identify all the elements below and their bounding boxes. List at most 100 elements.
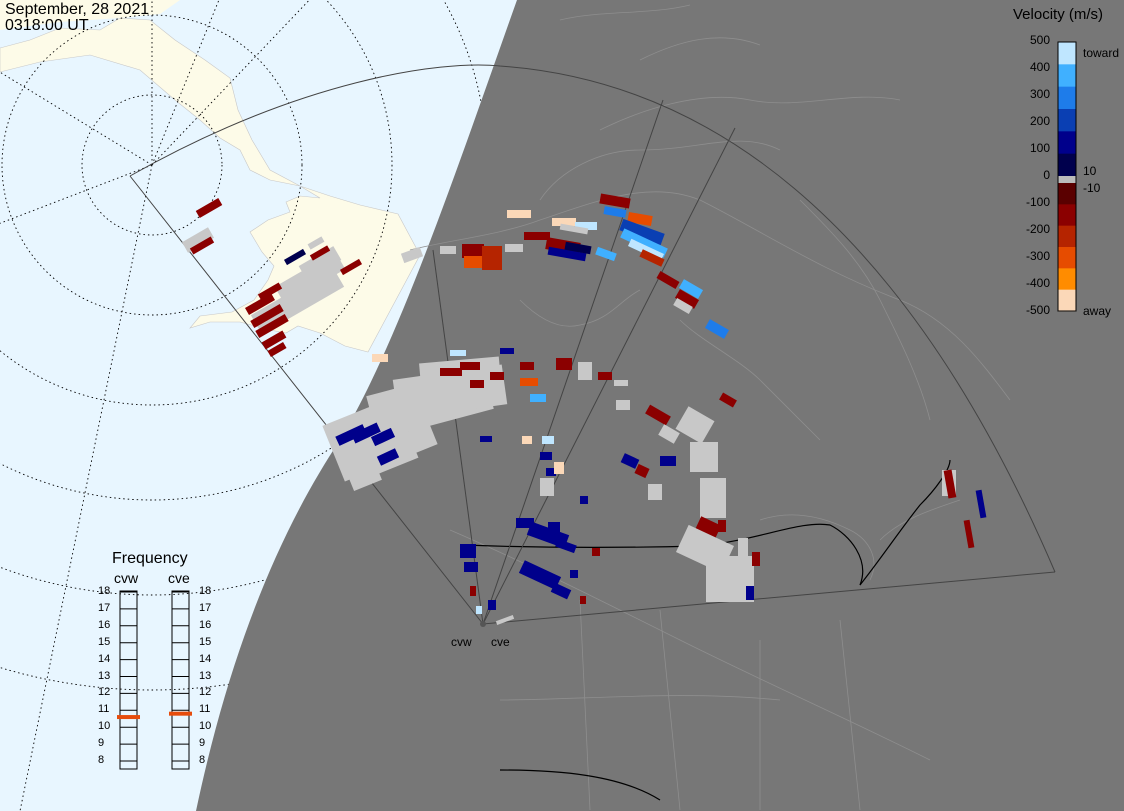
scatter-cell — [518, 560, 562, 590]
frequency-level-label: 12 — [98, 686, 111, 699]
scatter-cell — [261, 330, 287, 350]
scatter-cell — [704, 319, 730, 339]
scatter-cell — [542, 436, 554, 444]
scatter-cell — [267, 341, 287, 358]
frequency-level-label: 11 — [98, 703, 110, 716]
frequency-level-label: 11 — [199, 703, 211, 716]
radar-name-cve: cve — [168, 570, 190, 586]
scatter-cell — [470, 380, 484, 388]
colorbar-swatch — [1058, 64, 1076, 88]
scatter-cell — [516, 518, 534, 528]
colorbar-swatch — [1058, 176, 1076, 183]
scatter-cell — [963, 519, 975, 549]
scatter-cell — [548, 522, 560, 532]
colorbar-swatch — [1058, 109, 1076, 132]
colorbar-swatch — [1058, 289, 1076, 312]
scatter-cell — [400, 246, 424, 264]
frequency-level-label: 18 — [98, 585, 111, 597]
scatter-cell — [656, 271, 680, 289]
scatter-cell — [580, 496, 588, 504]
colorbar-away-label: away — [1083, 304, 1112, 318]
radar-site-cvw — [480, 621, 486, 627]
scatter-cell — [440, 368, 462, 376]
scatter-cell — [634, 463, 650, 479]
scatter-cell — [678, 279, 704, 299]
scatter-cell — [520, 378, 538, 386]
scatter-cell — [738, 538, 748, 558]
radar-name-cvw: cvw — [114, 570, 139, 586]
scatter-cell — [490, 372, 504, 380]
scatter-cell — [555, 538, 577, 554]
scatter-cell — [370, 427, 396, 447]
scatter-cell — [603, 206, 627, 218]
colorbar-tick-label: 500 — [1029, 33, 1050, 47]
scatter-cell — [658, 424, 680, 444]
scatter-cell — [645, 404, 671, 426]
frequency-level-label: 17 — [98, 601, 111, 614]
scatter-cell — [700, 478, 726, 518]
scatter-cell — [462, 244, 484, 258]
frequency-level-label: 16 — [199, 618, 212, 631]
scatter-cell — [619, 218, 665, 246]
night-land-outlines — [409, 4, 1011, 811]
frequency-level-label: 14 — [98, 652, 111, 665]
time-label: 0318:00 UT — [5, 17, 89, 34]
scatter-cell — [450, 350, 466, 356]
scatter-cell — [616, 400, 630, 410]
scatter-cell — [580, 596, 586, 604]
frequency-level-label: 9 — [98, 737, 105, 750]
colorbar-tick-label: 200 — [1029, 114, 1050, 128]
scatter-cell — [620, 453, 640, 469]
colorbar-frame — [1057, 41, 1077, 312]
scatter-cell — [746, 586, 754, 600]
frequency-level-label: 13 — [98, 669, 111, 682]
scatter-cell — [718, 520, 726, 532]
scatter-cell — [507, 210, 531, 218]
colorbar-swatch — [1058, 131, 1076, 155]
scatter-layer — [182, 193, 987, 625]
frequency-marker — [169, 711, 192, 716]
colorbar-swatch — [1058, 225, 1076, 248]
scatter-cell — [250, 304, 284, 328]
scatter-cell — [556, 358, 572, 370]
scatter-cell — [524, 232, 550, 240]
scatter-cell — [690, 442, 718, 472]
colorbar-toward-label: toward — [1083, 46, 1120, 60]
land-north-coast — [0, 0, 180, 30]
scatter-cell — [464, 562, 478, 572]
scatter-cell — [540, 478, 554, 496]
scatter-cell — [250, 267, 345, 335]
frequency-marker — [117, 715, 140, 720]
scatter-cell — [245, 293, 275, 315]
scatter-cell — [500, 348, 514, 354]
frequency-level-label: 8 — [199, 754, 206, 766]
scatter-cell — [530, 394, 546, 402]
scatter-cell — [599, 193, 631, 209]
colorbar-tick-label: -300 — [1025, 249, 1050, 263]
colorbar-tick-label: 10 — [1083, 164, 1097, 178]
scatter-cell — [674, 289, 700, 309]
colorbar-tick-label: -10 — [1083, 181, 1101, 195]
colorbar-tick-label: -500 — [1025, 303, 1050, 317]
scatter-cell — [550, 582, 572, 600]
scatter-cell — [476, 606, 482, 614]
scatter-cell — [339, 258, 363, 276]
scatter-cell — [522, 436, 532, 444]
frequency-level-label: 15 — [199, 635, 212, 648]
scatter-cell — [195, 198, 223, 218]
scatter-cell — [298, 246, 342, 280]
scatter-cell — [464, 256, 482, 268]
colorbar-swatch — [1058, 247, 1076, 269]
frequency-level-label: 16 — [98, 618, 111, 631]
frequency-level-label: 15 — [98, 635, 111, 648]
scatter-cell — [752, 552, 760, 566]
site-label-cve: cve — [491, 635, 510, 649]
colorbar-tick-label: 400 — [1029, 60, 1050, 74]
scatter-cell — [614, 380, 628, 386]
scatter-cell — [554, 462, 564, 474]
frequency-level-label: 9 — [199, 737, 206, 750]
scatter-cell — [283, 248, 307, 266]
colorbar-swatch — [1058, 204, 1076, 227]
scatter-cell — [495, 615, 515, 625]
scatter-cell — [564, 241, 592, 255]
